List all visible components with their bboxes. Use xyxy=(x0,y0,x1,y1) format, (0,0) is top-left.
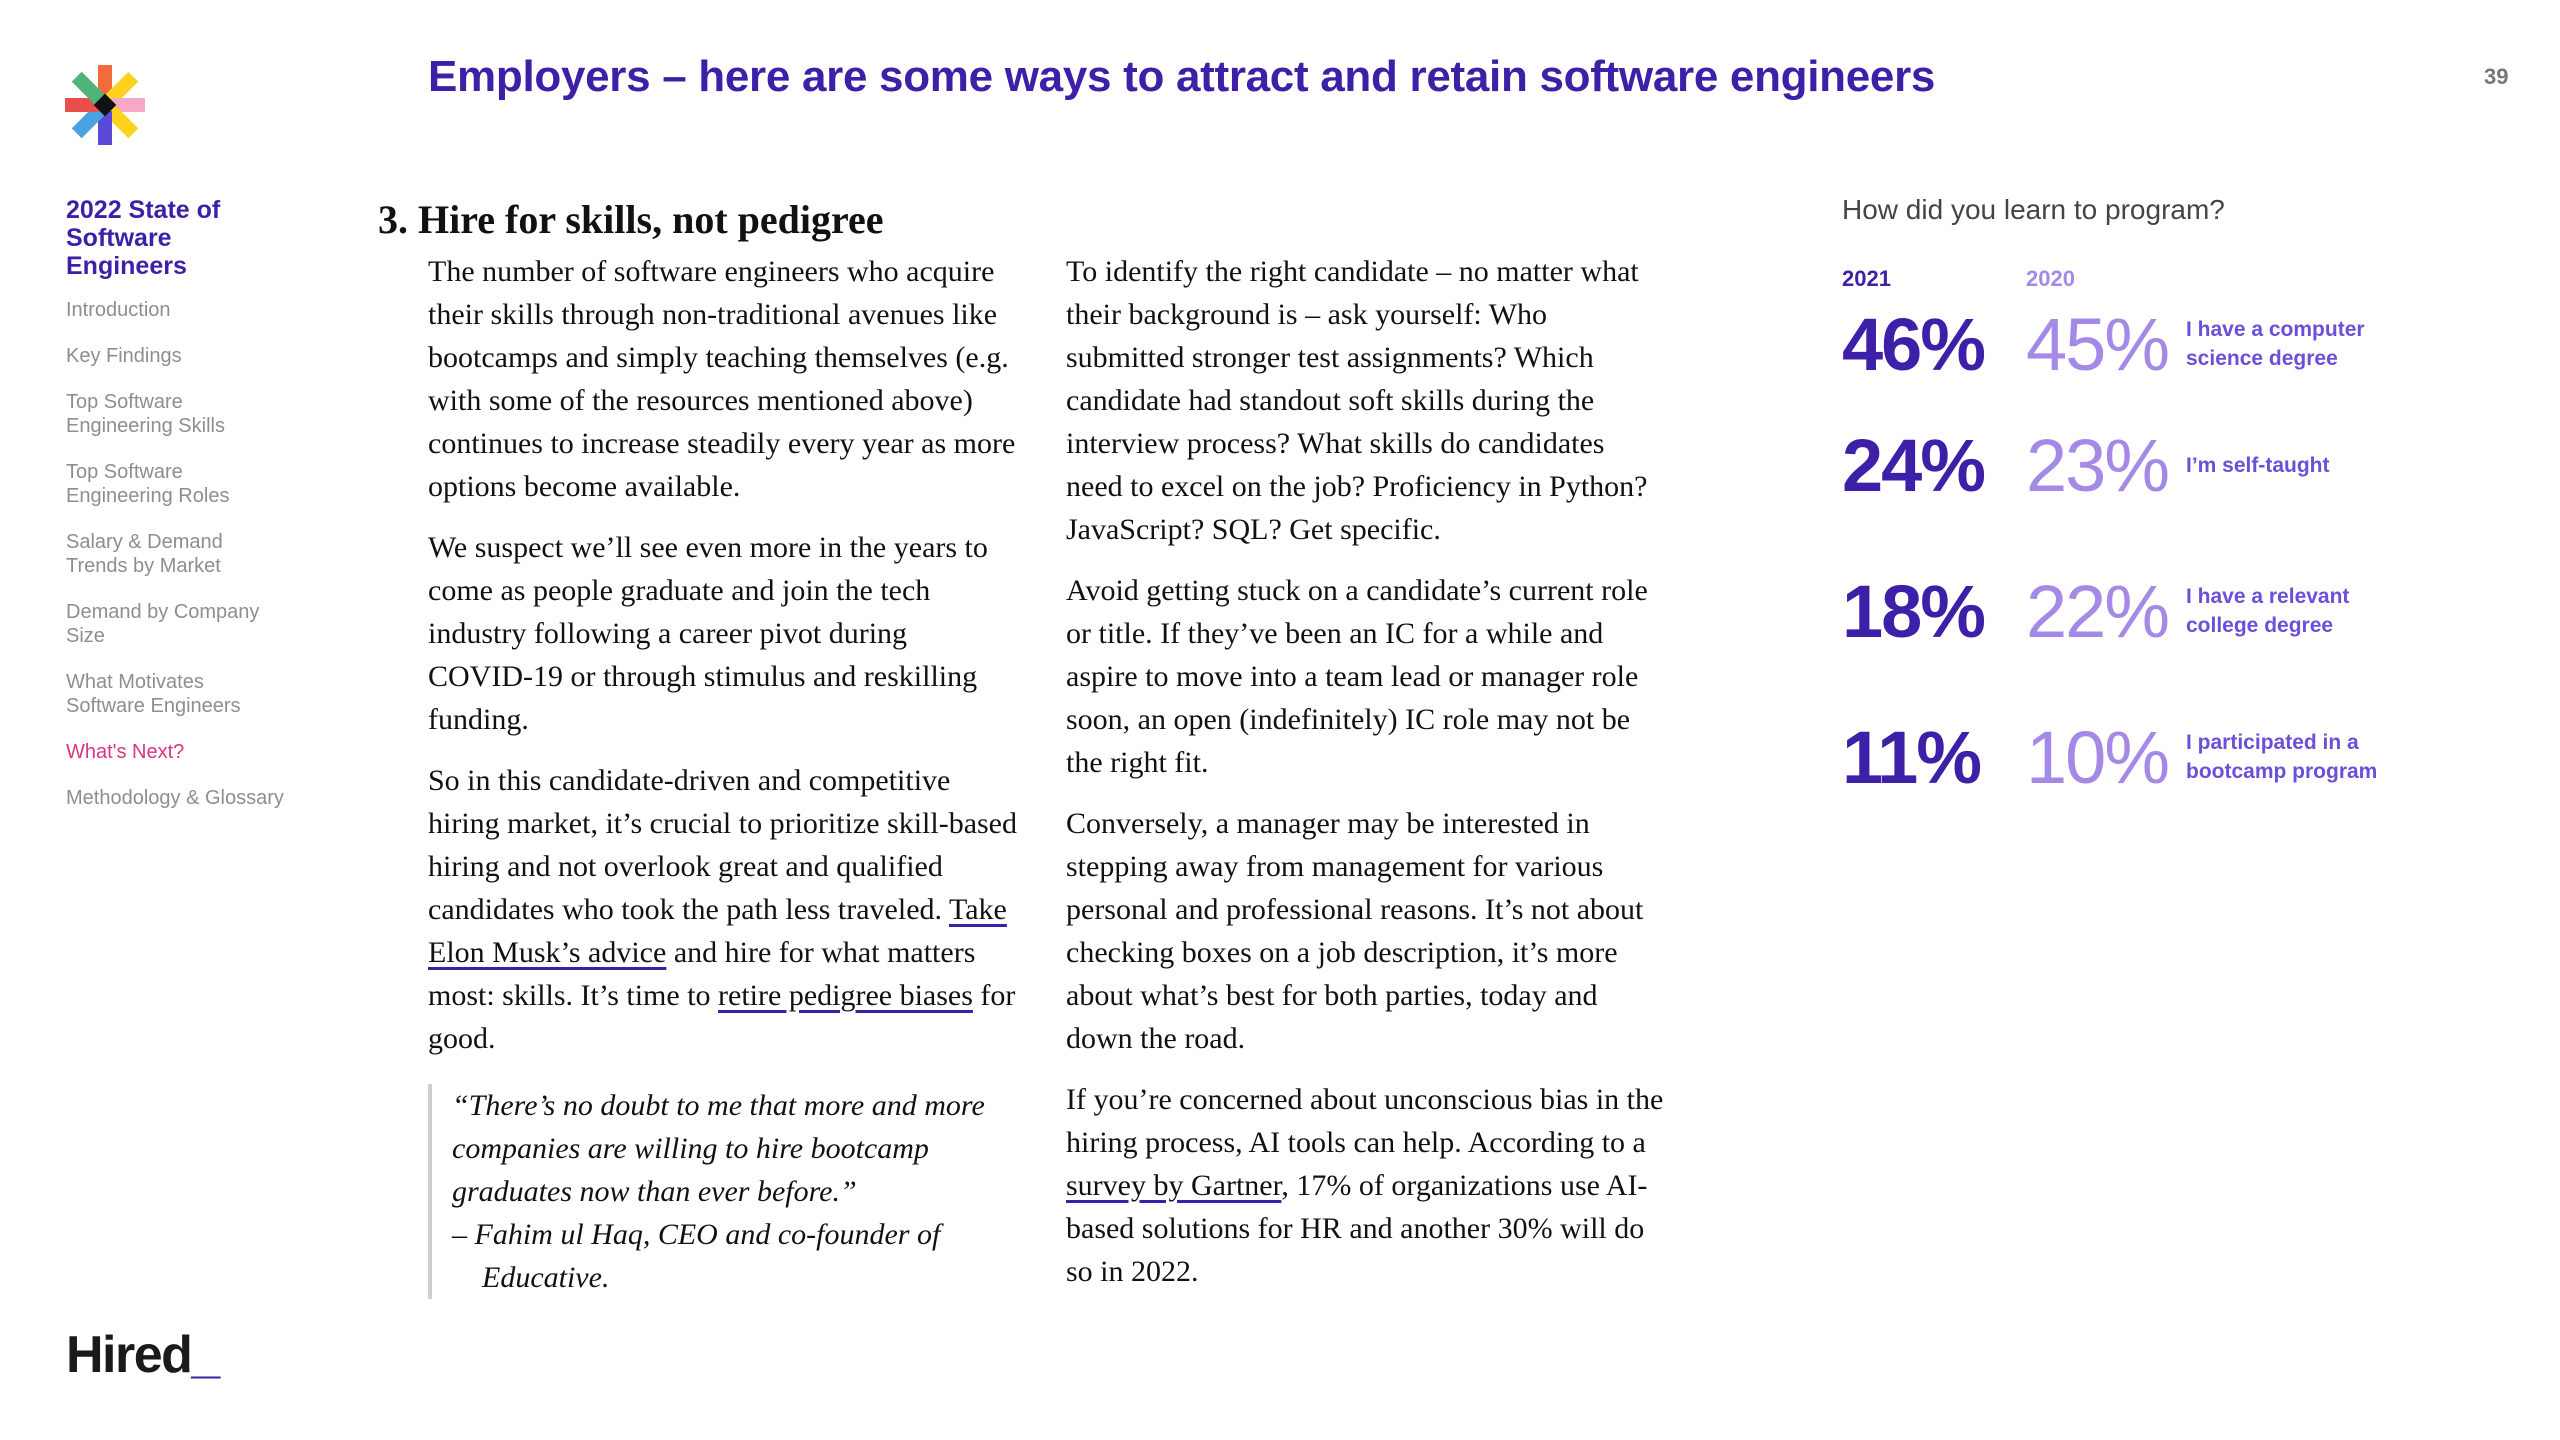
body-column-1: The number of software engineers who acq… xyxy=(428,250,1018,1329)
paragraph: If you’re concerned about unconscious bi… xyxy=(1066,1078,1666,1293)
nav-salary-demand[interactable]: Salary & Demand Trends by Market xyxy=(66,531,223,577)
stats-question: How did you learn to program? xyxy=(1842,194,2225,225)
nav-key-findings[interactable]: Key Findings xyxy=(66,345,182,367)
stat-row-self-taught: 24% 23% I’m self-taught xyxy=(1842,392,2502,538)
pct-2021: 18% xyxy=(1842,569,1986,653)
elon-musk-advice-link[interactable]: Take Elon Musk’s advice xyxy=(428,893,1007,969)
stat-row-college-degree: 18% 22% I have a relevant college degree xyxy=(1842,538,2502,684)
paragraph-text: If you’re concerned about unconscious bi… xyxy=(1066,1083,1664,1159)
section-heading: 3. Hire for skills, not pedigree xyxy=(378,196,884,243)
stat-label: I participated in a bootcamp program xyxy=(2186,731,2378,783)
page-number: 39 xyxy=(2484,64,2509,89)
year-2021-label: 2021 xyxy=(1842,266,1891,291)
hired-wordmark-underscore: _ xyxy=(191,1326,220,1384)
nav-top-roles[interactable]: Top Software Engineering Roles xyxy=(66,461,230,507)
stat-label: I’m self-taught xyxy=(2186,453,2330,477)
paragraph-text: So in this candidate-driven and competit… xyxy=(428,764,1017,926)
hired-asterisk-logo xyxy=(65,65,145,145)
pct-2021: 24% xyxy=(1842,423,1986,507)
paragraph: Avoid getting stuck on a candidate’s cur… xyxy=(1066,574,1648,779)
stat-label: I have a computer science degree xyxy=(2186,318,2365,370)
paragraph: To identify the right candidate – no mat… xyxy=(1066,255,1648,546)
stat-row-cs-degree: 46% 45% I have a computer science degree xyxy=(1842,296,2502,392)
section-number: 3. xyxy=(378,197,408,242)
paragraph: We suspect we’ll see even more in the ye… xyxy=(428,531,988,736)
pct-2020: 45% xyxy=(2026,302,2170,386)
paragraph: So in this candidate-driven and competit… xyxy=(428,759,1018,1060)
year-legend: 2021 2020 xyxy=(1842,266,2502,292)
stat-label: I have a relevant college degree xyxy=(2186,585,2350,637)
paragraph-text: and hire for what matters most: skills. … xyxy=(428,936,976,1012)
pull-quote: “There’s no doubt to me that more and mo… xyxy=(428,1084,1018,1299)
stat-row-bootcamp: 11% 10% I participated in a bootcamp pro… xyxy=(1842,684,2502,830)
hired-wordmark-text: Hired xyxy=(66,1326,193,1384)
nav-whats-next[interactable]: What's Next? xyxy=(66,741,185,763)
hired-wordmark: Hired_ xyxy=(66,1325,220,1385)
stat-list: 46% 45% I have a computer science degree… xyxy=(1842,296,2502,830)
section-title: Hire for skills, not pedigree xyxy=(418,197,884,242)
paragraph-text: , 17% of organizations use AI-based solu… xyxy=(1066,1169,1648,1288)
quote-attribution: – Fahim ul Haq, CEO and co-founder of Ed… xyxy=(452,1218,941,1294)
pct-2020: 22% xyxy=(2026,569,2170,653)
paragraph-text: for good. xyxy=(428,979,1016,1055)
gartner-survey-link[interactable]: survey by Gartner xyxy=(1066,1169,1282,1202)
nav-introduction[interactable]: Introduction xyxy=(66,299,171,321)
report-title: 2022 State of Software Engineers xyxy=(66,196,221,280)
sidebar-nav: 2022 State of Software Engineers Introdu… xyxy=(66,196,286,832)
pct-2021: 11% xyxy=(1842,715,1982,799)
year-2020-label: 2020 xyxy=(2026,266,2075,291)
retire-pedigree-biases-link[interactable]: retire pedigree biases xyxy=(718,979,973,1012)
paragraph: The number of software engineers who acq… xyxy=(428,255,1016,503)
paragraph: Conversely, a manager may be interested … xyxy=(1066,807,1644,1055)
body-column-2: To identify the right candidate – no mat… xyxy=(1066,250,1666,1311)
nav-motivates[interactable]: What Motivates Software Engineers xyxy=(66,671,241,717)
learn-to-program-stats: How did you learn to program? 2021 2020 … xyxy=(1842,194,2502,830)
nav-methodology[interactable]: Methodology & Glossary xyxy=(66,787,284,809)
nav-top-skills[interactable]: Top Software Engineering Skills xyxy=(66,391,225,437)
nav-company-size[interactable]: Demand by Company Size xyxy=(66,601,260,647)
quote-text: “There’s no doubt to me that more and mo… xyxy=(452,1089,985,1208)
pct-2021: 46% xyxy=(1842,302,1986,386)
pct-2020: 10% xyxy=(2026,715,2170,799)
pct-2020: 23% xyxy=(2026,423,2170,507)
page-title: Employers – here are some ways to attrac… xyxy=(428,52,1936,101)
